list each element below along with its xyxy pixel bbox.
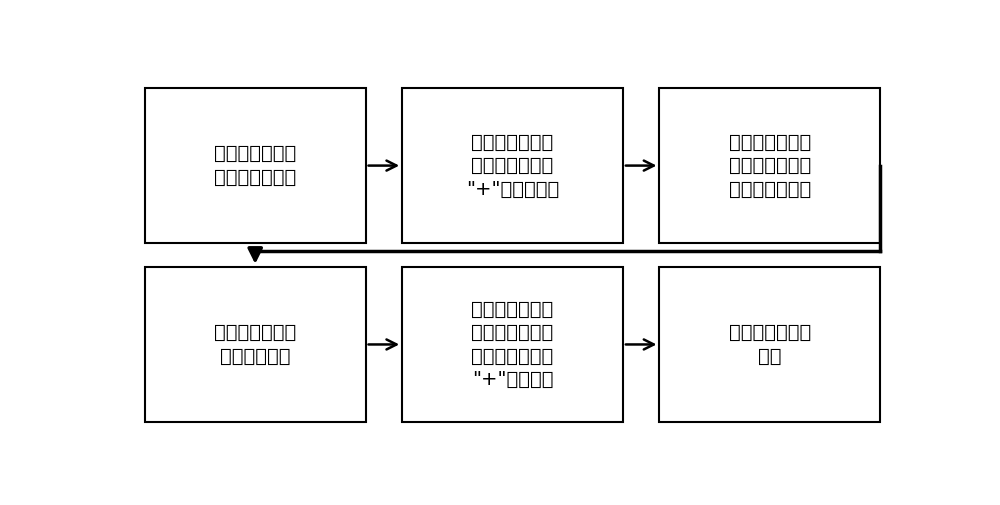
Bar [402,267,623,422]
Text: 计算机控制载物
台移动使得两个
"+"字标记重合: 计算机控制载物 台移动使得两个 "+"字标记重合 [466,133,559,198]
Text: 读取扫描过程中
保存的所有感兴
趣点位置的文件: 读取扫描过程中 保存的所有感兴 趣点位置的文件 [729,133,811,198]
Text: 载物台自动定位
上述录入编号的
感兴趣点于屏幕
"+"字标记处: 载物台自动定位 上述录入编号的 感兴趣点于屏幕 "+"字标记处 [471,299,554,389]
Bar [402,88,623,243]
Bar [145,267,366,422]
Text: 兴趣点追踪定位
结束: 兴趣点追踪定位 结束 [729,323,811,366]
Bar [659,267,880,422]
Bar [145,88,366,243]
Bar [659,88,880,243]
Text: 放置细胞培养皿
于显微镜载物台: 放置细胞培养皿 于显微镜载物台 [214,144,296,187]
Text: 录入感兴趣点编
号，执行追踪: 录入感兴趣点编 号，执行追踪 [214,323,296,366]
